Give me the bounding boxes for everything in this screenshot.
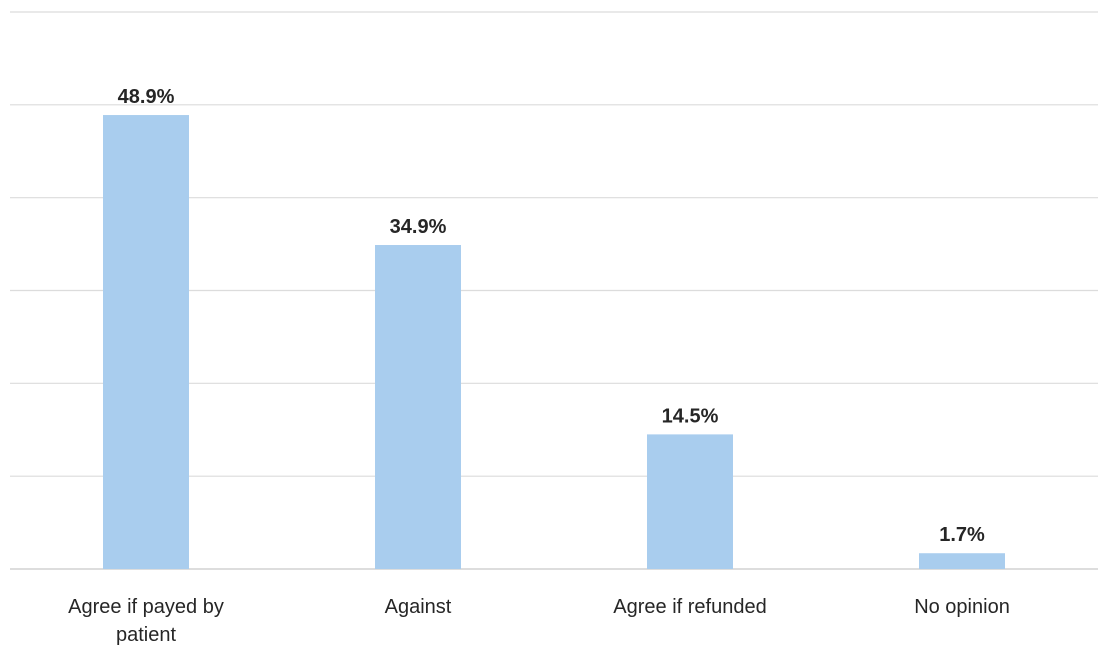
- category-label-line: Against: [385, 596, 452, 618]
- category-label-1: Against: [385, 596, 452, 618]
- data-label-2: 14.5%: [662, 405, 719, 427]
- bar-0: [103, 115, 189, 570]
- category-label-line: No opinion: [914, 596, 1010, 618]
- category-label-line: Agree if refunded: [613, 596, 766, 618]
- category-labels: Agree if payed by patient Against Agree if …: [68, 596, 1010, 646]
- category-label-line: Agree if payed by: [68, 596, 224, 618]
- bar-2: [647, 434, 733, 569]
- data-label-0: 48.9%: [118, 86, 175, 108]
- data-label-3: 1.7%: [939, 524, 985, 546]
- data-labels: 48.9% 34.9% 14.5% 1.7%: [118, 86, 985, 546]
- bar-1: [375, 245, 461, 570]
- data-label-1: 34.9%: [390, 216, 447, 238]
- category-label-0: Agree if payed by patient: [68, 596, 224, 646]
- category-label-line: patient: [116, 624, 176, 646]
- category-label-3: No opinion: [914, 596, 1010, 618]
- gridlines: [10, 11, 1098, 570]
- bar-3: [919, 553, 1005, 569]
- bars: [103, 115, 1005, 570]
- category-label-2: Agree if refunded: [613, 596, 766, 618]
